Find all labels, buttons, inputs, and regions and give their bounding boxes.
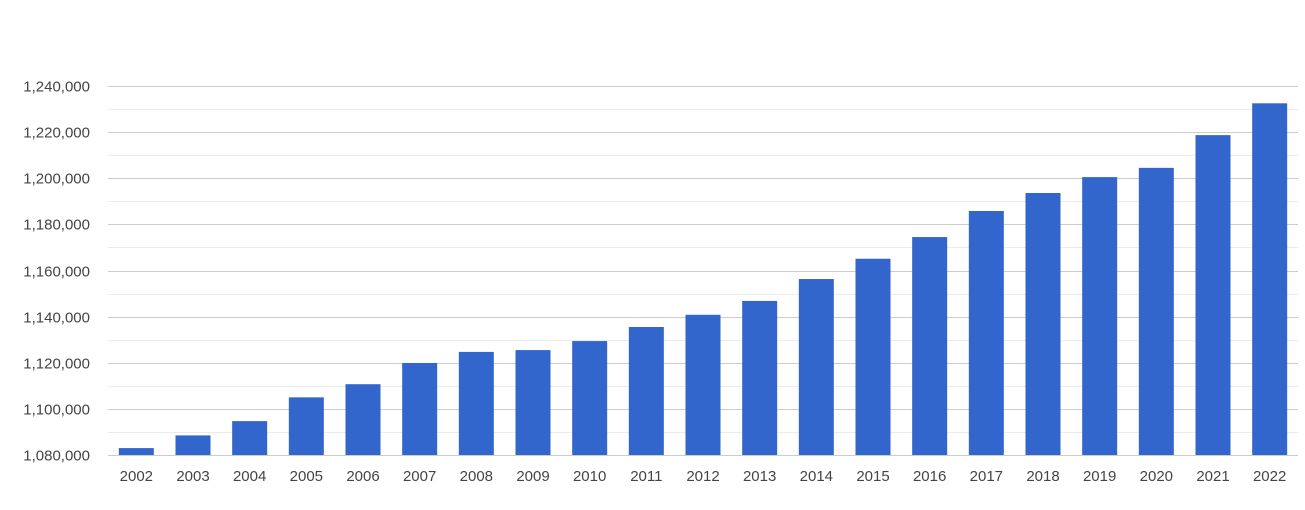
bar-2013[interactable] bbox=[742, 300, 778, 455]
x-tick-label: 2015 bbox=[856, 468, 889, 485]
y-tick-label: 1,200,000 bbox=[23, 171, 90, 188]
x-tick-label: 2002 bbox=[120, 468, 153, 485]
bar-2003[interactable] bbox=[175, 435, 211, 455]
bar-2019[interactable] bbox=[1082, 177, 1118, 455]
bar-2011[interactable] bbox=[628, 327, 664, 455]
x-tick-label: 2018 bbox=[1026, 468, 1059, 485]
bar-2020[interactable] bbox=[1138, 167, 1174, 455]
bar-2002[interactable] bbox=[118, 448, 154, 455]
x-tick-label: 2013 bbox=[743, 468, 776, 485]
y-tick-label: 1,080,000 bbox=[23, 448, 90, 465]
bar-2021[interactable] bbox=[1195, 135, 1231, 455]
x-tick-label: 2014 bbox=[800, 468, 833, 485]
bar-2022[interactable] bbox=[1252, 103, 1288, 456]
x-tick-label: 2016 bbox=[913, 468, 946, 485]
bar-2017[interactable] bbox=[968, 211, 1004, 455]
x-tick-label: 2005 bbox=[290, 468, 323, 485]
x-tick-label: 2022 bbox=[1253, 468, 1286, 485]
x-tick-label: 2011 bbox=[630, 468, 662, 485]
x-tick-label: 2021 bbox=[1196, 468, 1229, 485]
x-axis-ticks: 2002 2003 2004 2005 2006 2007 2008 2009 2010 2011… bbox=[120, 468, 1287, 485]
bar-2007[interactable] bbox=[402, 362, 438, 455]
y-tick-label: 1,180,000 bbox=[23, 217, 90, 234]
bar-2004[interactable] bbox=[232, 421, 268, 455]
x-tick-label: 2004 bbox=[233, 468, 266, 485]
y-tick-label: 1,160,000 bbox=[23, 264, 90, 281]
x-tick-label: 2010 bbox=[573, 468, 606, 485]
bar-2010[interactable] bbox=[572, 341, 608, 455]
bar-2016[interactable] bbox=[912, 237, 948, 455]
bar-2005[interactable] bbox=[288, 397, 324, 455]
y-tick-label: 1,240,000 bbox=[23, 79, 90, 96]
x-tick-label: 2009 bbox=[516, 468, 549, 485]
y-tick-label: 1,220,000 bbox=[23, 125, 90, 142]
x-tick-label: 2020 bbox=[1140, 468, 1173, 485]
bar-2018[interactable] bbox=[1025, 193, 1061, 455]
x-tick-label: 2017 bbox=[970, 468, 1003, 485]
x-tick-label: 2008 bbox=[460, 468, 493, 485]
x-tick-label: 2019 bbox=[1083, 468, 1116, 485]
x-tick-label: 2007 bbox=[403, 468, 436, 485]
bar-2006[interactable] bbox=[345, 384, 381, 455]
bar-2009[interactable] bbox=[515, 350, 551, 455]
x-tick-label: 2006 bbox=[346, 468, 379, 485]
bar-2015[interactable] bbox=[855, 258, 891, 455]
y-tick-label: 1,120,000 bbox=[23, 356, 90, 373]
bar-2012[interactable] bbox=[685, 314, 721, 455]
y-tick-label: 1,140,000 bbox=[23, 310, 90, 327]
bars bbox=[118, 103, 1288, 456]
y-tick-label: 1,100,000 bbox=[23, 402, 90, 419]
y-axis-ticks: 1,080,000 1,100,000 1,120,000 1,140,000 1,16… bbox=[23, 79, 90, 465]
x-tick-label: 2003 bbox=[176, 468, 209, 485]
bar-2014[interactable] bbox=[798, 279, 834, 455]
x-tick-label: 2012 bbox=[686, 468, 719, 485]
bar-2008[interactable] bbox=[458, 351, 494, 455]
